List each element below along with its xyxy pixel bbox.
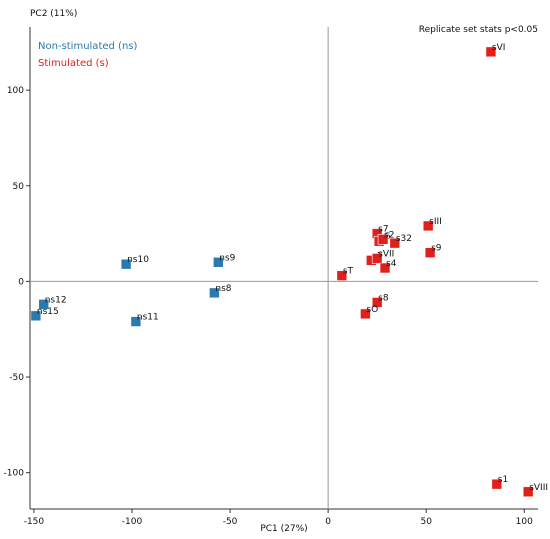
point-label-sIII: sIII — [429, 217, 442, 227]
x-tick-label: 0 — [325, 517, 331, 527]
point-label-ns8: ns8 — [215, 284, 231, 294]
data-point-sVI — [485, 46, 497, 58]
axes-group — [29, 27, 538, 510]
data-point-sT — [336, 270, 348, 281]
data-point-s1 — [491, 478, 503, 490]
data-point-s32 — [389, 237, 401, 249]
data-point-sVII — [371, 253, 383, 264]
y-tick-label: 100 — [7, 86, 24, 96]
legend: Non-stimulated (ns) Stimulated (s) — [38, 41, 137, 69]
x-tick-label: -50 — [223, 517, 238, 527]
point-label-s2: s2 — [384, 230, 394, 240]
x-tick-label: -100 — [122, 517, 143, 527]
x-tick-label: 50 — [420, 517, 432, 527]
significance-annotation: Replicate set stats p<0.05 — [419, 25, 538, 35]
data-point-ns8 — [209, 287, 220, 299]
x-tick-label: 100 — [516, 517, 533, 527]
points-group: ns10ns9ns8ns12ns15ns11sVIsIIIs7s6s2s32s9… — [30, 43, 548, 498]
data-point-ns11 — [130, 316, 142, 327]
data-point-sO — [360, 308, 371, 320]
point-label-s1: s1 — [498, 475, 508, 485]
y-tick-label: -50 — [9, 373, 24, 383]
x-axis-label: PC1 (27%) — [260, 524, 307, 534]
point-label-ns11: ns11 — [137, 313, 159, 323]
legend-entry-stimulated: Stimulated (s) — [38, 58, 109, 69]
y-axis-label: PC2 (11%) — [30, 9, 77, 19]
point-label-s7: s7 — [378, 225, 388, 235]
point-label-ns10: ns10 — [127, 255, 149, 265]
y-tick-label: 50 — [13, 182, 25, 192]
point-label-s8: s8 — [378, 293, 389, 303]
data-point-sIII — [422, 220, 434, 232]
point-label-s4: s4 — [386, 259, 397, 269]
data-point-s8 — [371, 297, 383, 308]
point-label-ns9: ns9 — [219, 253, 235, 263]
data-point-ns15 — [30, 310, 42, 322]
point-label-sT: sT — [343, 267, 354, 277]
y-tick-label: 0 — [18, 277, 24, 287]
y-tick-label: -100 — [4, 469, 25, 479]
data-point-ns12 — [38, 299, 50, 310]
data-point-sVIII — [522, 486, 534, 498]
point-label-sVI: sVI — [492, 43, 506, 53]
data-point-s9 — [424, 247, 436, 258]
point-label-s9: s9 — [431, 244, 442, 254]
data-point-ns10 — [120, 258, 132, 270]
data-point-ns9 — [212, 256, 224, 268]
point-label-sVII: sVII — [378, 249, 394, 259]
ticks-group: -150 -100 -50 0 50 100 -100 -50 0 50 100 — [4, 86, 534, 527]
point-label-ns15: ns15 — [37, 307, 59, 317]
point-label-sO: sO — [366, 305, 378, 315]
x-tick-label: -150 — [24, 517, 45, 527]
legend-entry-non-stimulated: Non-stimulated (ns) — [38, 41, 137, 52]
point-label-ns12: ns12 — [45, 295, 67, 305]
data-point-s2 — [377, 234, 389, 245]
point-label-s32: s32 — [396, 234, 412, 244]
point-label-sVIII: sVIII — [529, 483, 548, 493]
data-point-s4 — [379, 262, 391, 274]
